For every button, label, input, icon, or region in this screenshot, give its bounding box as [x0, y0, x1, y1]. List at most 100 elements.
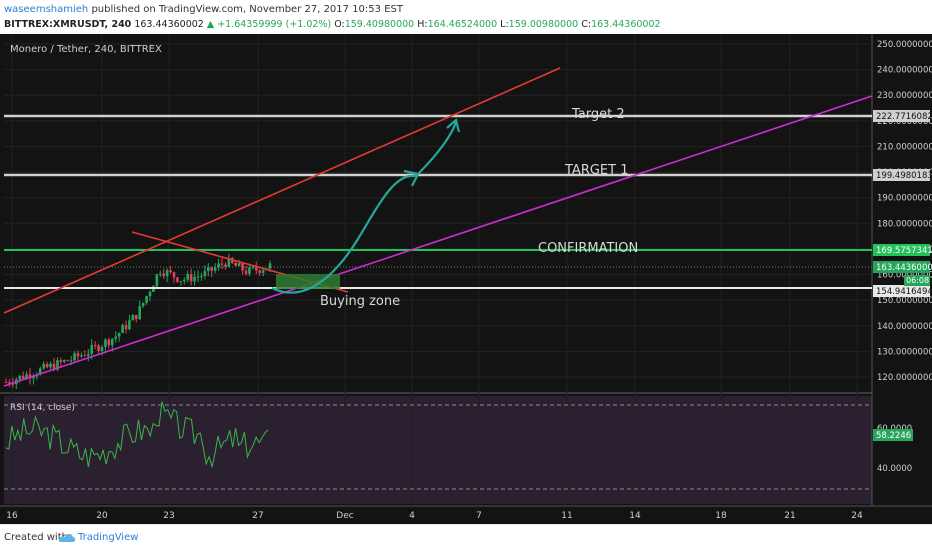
projection-arrow[interactable] [271, 121, 458, 294]
time-tick-label: 20 [96, 511, 108, 521]
symbol-label: BITTREX:XMRUSDT, 240 [4, 19, 132, 30]
time-tick-label: 14 [629, 511, 641, 521]
rsi-legend: RSI (14, close) [10, 403, 75, 413]
price-badge-text: 154.94164941 [876, 287, 932, 297]
candle-body [124, 325, 128, 330]
candle-body [210, 267, 214, 271]
candle-body [73, 353, 76, 361]
time-axis[interactable]: 16 20 23 27 Dec 4 7 11 14 18 21 24 [6, 511, 863, 521]
candle-body [117, 333, 121, 337]
footer: Created with TradingView [0, 524, 932, 551]
candle-body [237, 263, 241, 266]
upper-channel-line[interactable] [3, 67, 561, 314]
price-pane[interactable] [0, 34, 872, 392]
low-label: L: [500, 19, 509, 30]
time-tick-label: 23 [163, 511, 174, 521]
price-badge [873, 244, 930, 256]
candle-body [131, 314, 135, 321]
chart-area[interactable]: Target 2 TARGET 1 CONFIRMATION Buying zo… [0, 34, 932, 524]
candle-body [258, 270, 262, 273]
candle-body [32, 376, 35, 379]
candle-body [234, 262, 238, 266]
rsi-pane[interactable] [4, 396, 872, 504]
candle-body [158, 273, 162, 275]
created-with-text: Created with [4, 532, 68, 543]
time-tick-label: Dec [336, 511, 353, 521]
price-tick-label: 190.00000000 [877, 194, 932, 204]
candle-body [56, 360, 59, 370]
candle-body [59, 360, 63, 362]
time-tick-label: 24 [851, 511, 863, 521]
candle-body [224, 264, 227, 267]
candle-body [251, 267, 255, 269]
open-value: 159.40980000 [344, 19, 415, 30]
candle-body [261, 270, 265, 273]
buying-zone-label: Buying zone [320, 294, 400, 309]
price-tick-label: 210.00000000 [877, 142, 932, 152]
candle-body [49, 363, 52, 368]
candle-body [196, 276, 200, 278]
candle-body [152, 286, 155, 292]
candle-body [155, 274, 159, 287]
candle-body [169, 270, 172, 273]
candle-body [193, 276, 196, 282]
chart-svg[interactable]: Target 2 TARGET 1 CONFIRMATION Buying zo… [0, 34, 932, 524]
price-tick-label: 120.00000000 [877, 373, 932, 383]
tradingview-link[interactable]: TradingView [78, 532, 139, 543]
time-tick-label: 21 [784, 511, 795, 521]
candle-body [254, 267, 258, 271]
high-label: H: [417, 19, 428, 30]
candle-body [241, 263, 244, 271]
candle-body [213, 267, 217, 271]
price-badge [873, 285, 930, 297]
price-badge-text: 169.57573411 [876, 246, 932, 256]
candle-body [172, 272, 176, 278]
chart-legend: Monero / Tether, 240, BITTREX [10, 44, 162, 55]
candle-body [176, 277, 179, 282]
candles [4, 253, 272, 390]
candle-body [42, 363, 46, 369]
target1-label: TARGET 1 [564, 163, 629, 178]
candle-body [148, 291, 152, 297]
candle-body [179, 281, 183, 283]
candle-body [52, 363, 56, 370]
author-link[interactable]: waseemshamieh [4, 4, 89, 15]
candle-body [80, 355, 83, 357]
buying-zone-box[interactable] [276, 274, 340, 289]
candle-body [21, 375, 25, 379]
confirmation-label: CONFIRMATION [538, 241, 638, 256]
support-trendline[interactable] [3, 95, 873, 387]
price-badge-text: 163.44360002 [876, 263, 932, 273]
price-badge [873, 169, 930, 181]
candle-body [18, 375, 22, 380]
candle-body [93, 345, 97, 347]
candle-body [25, 374, 28, 379]
price-value: 163.44360002 [134, 19, 204, 30]
candle-body [200, 276, 203, 278]
up-arrow-icon: ▲ [206, 19, 215, 30]
time-tick-label: 16 [6, 511, 18, 521]
candle-body [128, 320, 131, 330]
price-badge [873, 110, 930, 122]
candle-body [45, 363, 49, 368]
candle-body [90, 345, 94, 354]
rsi-badge [873, 429, 913, 441]
candle-body [227, 258, 231, 267]
rsi-tick-label: 40.0000 [877, 464, 912, 474]
time-tick-label: 18 [715, 511, 727, 521]
candle-body [141, 302, 145, 307]
target2-label: Target 2 [571, 107, 625, 122]
candle-body [206, 267, 210, 272]
candle-body [28, 374, 32, 379]
close-label: C: [581, 19, 592, 30]
candle-body [76, 353, 80, 357]
price-badge-text: 199.49801831 [876, 171, 932, 181]
candle-body [121, 325, 124, 334]
candle-body [11, 383, 15, 385]
grid [4, 34, 872, 506]
price-tick-label: 250.00000000 [877, 40, 932, 50]
price-tick-label: 150.00000000 [877, 296, 932, 306]
countdown-badge [904, 275, 930, 286]
candle-body [203, 271, 207, 277]
